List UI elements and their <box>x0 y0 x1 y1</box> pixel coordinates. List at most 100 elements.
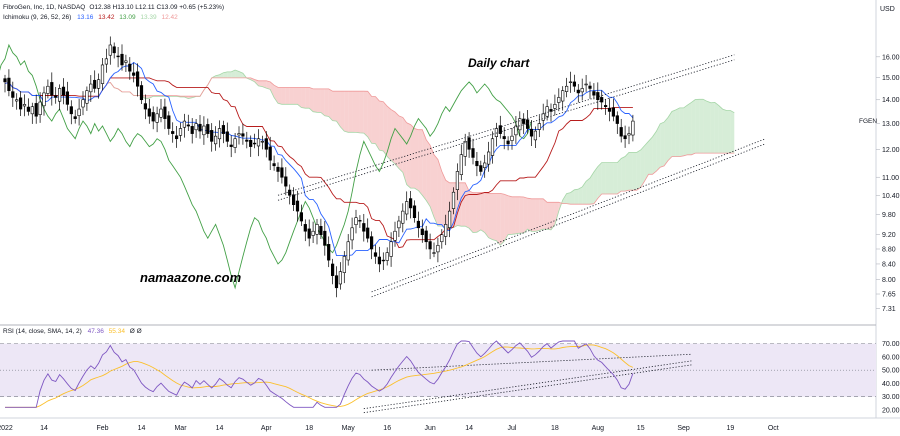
candle-body <box>338 271 343 285</box>
cloud-segment <box>359 91 364 134</box>
price-axis-label: 7.65 <box>882 292 896 299</box>
candle-body <box>334 275 339 289</box>
candle-body <box>463 141 467 157</box>
cloud-segment <box>632 152 637 191</box>
candle-body <box>381 259 385 262</box>
leading-span-b <box>106 77 735 205</box>
candle-body <box>510 135 514 141</box>
rsi-axis-label: 70.00 <box>882 341 900 348</box>
time-axis-label: 14 <box>138 425 146 432</box>
candle-body <box>237 133 241 136</box>
cloud-segment <box>683 105 688 156</box>
candle-body <box>553 104 557 109</box>
cloud-segment <box>235 70 239 78</box>
cloud-segment <box>488 193 493 240</box>
rsi-axis-label: 30.00 <box>882 394 900 401</box>
price-axis-label: 9.20 <box>882 232 896 239</box>
candle-body <box>307 228 311 239</box>
cloud-segment <box>695 99 700 154</box>
cloud-segment <box>219 72 224 78</box>
candle-body <box>171 131 175 134</box>
price-axis-label: 8.40 <box>882 261 896 268</box>
cloud-segment <box>367 91 372 144</box>
rsi-ma-line <box>5 344 634 408</box>
cloud-segment <box>145 95 150 99</box>
candle-body <box>506 140 510 145</box>
cloud-segment <box>227 71 232 78</box>
cloud-segment <box>531 198 536 232</box>
candle-body <box>295 200 300 212</box>
candle-body <box>412 205 417 218</box>
price-axis-label: 7.31 <box>882 306 896 313</box>
candle-body <box>198 123 202 132</box>
candle-body <box>319 226 323 236</box>
cloud-segment <box>402 117 407 185</box>
candle-body <box>475 160 479 167</box>
time-axis-label: Aug <box>592 425 605 432</box>
cloud-segment <box>551 202 555 230</box>
candle-body <box>229 144 233 147</box>
candle-body <box>69 106 73 115</box>
candle-body <box>561 90 565 102</box>
candle-body <box>405 201 409 215</box>
cloud-segment <box>324 88 329 117</box>
candle-body <box>77 108 81 116</box>
lagging-span-line <box>0 43 532 290</box>
cloud-segment <box>640 145 645 188</box>
cloud-segment <box>539 198 544 231</box>
cloud-segment <box>656 123 661 172</box>
time-axis-label: 14 <box>465 425 473 432</box>
cloud-segment <box>605 162 610 194</box>
cloud-segment <box>730 110 735 154</box>
legend-ichimoku[interactable]: Ichimoku (9, 26, 52, 26) 13.16 13.42 13.… <box>3 14 178 21</box>
cloud-segment <box>625 152 629 192</box>
candle-body <box>18 97 23 110</box>
cloud-segment <box>718 105 723 154</box>
legend-rsi[interactable]: RSI (14, close, SMA, 14, 2) 47.36 55.34 … <box>3 328 142 335</box>
candle-body <box>260 141 265 143</box>
cloud-segment <box>313 88 317 113</box>
candle-body <box>603 105 608 107</box>
candle-body <box>397 220 401 229</box>
cloud-segment <box>465 182 470 229</box>
tenkan-sen-line <box>4 61 634 257</box>
candle-body <box>483 162 487 168</box>
candle-body <box>580 88 584 93</box>
candle-body <box>369 236 374 250</box>
cloud-segment <box>418 129 423 196</box>
cloud-segment <box>422 129 427 201</box>
cloud-segment <box>703 99 707 154</box>
candle-body <box>467 137 471 150</box>
candle-body <box>588 85 592 89</box>
candle-body <box>619 127 623 137</box>
cloud-segment <box>535 198 540 232</box>
cloud-segment <box>480 192 485 233</box>
candle-body <box>502 136 506 140</box>
cloud-segment <box>437 159 442 226</box>
candle-body <box>568 81 573 83</box>
candle-body <box>514 125 518 136</box>
candle-body <box>600 97 604 103</box>
price-axis-label: 16.00 <box>882 54 900 61</box>
candles <box>3 36 635 298</box>
candle-body <box>128 63 132 72</box>
candle-body <box>385 252 389 261</box>
candle-body <box>245 139 249 142</box>
candle-body <box>116 55 120 58</box>
cloud-segment <box>469 191 473 233</box>
chart-annotation-title: Daily chart <box>468 56 530 70</box>
cloud-segment <box>320 88 325 116</box>
time-axis-label: 14 <box>40 425 48 432</box>
candle-body <box>408 198 413 209</box>
cloud-segment <box>379 101 384 151</box>
time-axis-label: Oct <box>768 425 779 432</box>
cloud-segment <box>570 189 575 205</box>
cloud-segment <box>484 192 489 238</box>
candle-body <box>46 85 50 94</box>
candle-body <box>214 135 218 145</box>
candle-body <box>81 99 85 108</box>
cloud-segment <box>441 171 446 228</box>
time-axis-label: Sep <box>677 425 690 432</box>
candle-body <box>494 128 499 137</box>
cloud-segment <box>566 192 571 205</box>
